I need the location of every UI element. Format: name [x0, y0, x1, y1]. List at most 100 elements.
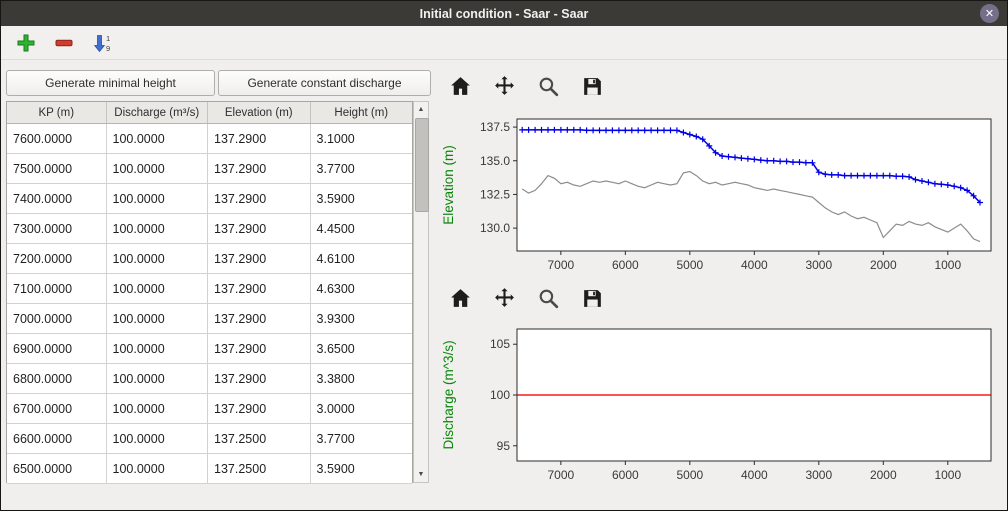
save-button[interactable] [579, 73, 606, 100]
table-row[interactable]: 6700.0000 100.0000 137.2900 3.0000 [7, 394, 413, 424]
table-cell[interactable]: 137.2500 [208, 424, 311, 454]
svg-text:7000: 7000 [548, 468, 575, 482]
home-button[interactable] [447, 285, 474, 312]
table-cell[interactable]: 137.2900 [208, 154, 311, 184]
table-row[interactable]: 7000.0000 100.0000 137.2900 3.9300 [7, 304, 413, 334]
table-cell[interactable]: 100.0000 [106, 424, 209, 454]
table-cell[interactable]: 3.7700 [310, 154, 413, 184]
table-cell[interactable]: 137.2900 [208, 394, 311, 424]
table-row[interactable]: 6800.0000 100.0000 137.2900 3.3800 [7, 364, 413, 394]
generate-minimal-height-button[interactable]: Generate minimal height [6, 70, 215, 96]
table-cell[interactable]: 3.3800 [310, 364, 413, 394]
table-cell[interactable]: 100.0000 [106, 364, 209, 394]
table-row[interactable]: 7400.0000 100.0000 137.2900 3.5900 [7, 184, 413, 214]
table-row[interactable]: 7500.0000 100.0000 137.2900 3.7700 [7, 154, 413, 184]
elevation-chart[interactable]: 7000 6000 5000 4000 3000 2000 1000 130.0 132.5 13… [437, 109, 1008, 286]
table-cell[interactable]: 7600.0000 [7, 124, 107, 154]
table-row[interactable]: 7600.0000 100.0000 137.2900 3.1000 [7, 124, 413, 154]
table-cell[interactable]: 100.0000 [106, 304, 209, 334]
table-cell[interactable]: 3.1000 [310, 124, 413, 154]
close-button[interactable]: ✕ [980, 4, 999, 23]
table-cell[interactable]: 7400.0000 [7, 184, 107, 214]
table-cell[interactable]: 3.6500 [310, 334, 413, 364]
table-cell[interactable]: 100.0000 [106, 244, 209, 274]
table-cell[interactable]: 4.4500 [310, 214, 413, 244]
svg-text:95: 95 [497, 439, 511, 453]
table-cell[interactable]: 7500.0000 [7, 154, 107, 184]
table-cell[interactable]: 3.5900 [310, 184, 413, 214]
svg-text:4000: 4000 [741, 468, 768, 482]
discharge-chart[interactable]: 7000 6000 5000 4000 3000 2000 1000 95 100 105 Disc… [437, 319, 1008, 496]
table-cell[interactable]: 6700.0000 [7, 394, 107, 424]
column-header-elevation: Elevation (m) [208, 102, 311, 123]
plus-icon [17, 34, 35, 51]
table-cell[interactable]: 3.5900 [310, 454, 413, 484]
table-cell[interactable]: 137.2900 [208, 124, 311, 154]
save-button[interactable] [579, 285, 606, 312]
add-row-button[interactable] [15, 32, 37, 54]
table-cell[interactable]: 100.0000 [106, 214, 209, 244]
svg-text:130.0: 130.0 [480, 221, 510, 235]
svg-text:3000: 3000 [805, 258, 832, 272]
table-cell[interactable]: 3.7700 [310, 424, 413, 454]
table-cell[interactable]: 7000.0000 [7, 304, 107, 334]
table-cell[interactable]: 6800.0000 [7, 364, 107, 394]
table-cell[interactable]: 4.6300 [310, 274, 413, 304]
pan-icon [495, 288, 514, 307]
pan-icon [495, 76, 514, 95]
table-row[interactable]: 6900.0000 100.0000 137.2900 3.6500 [7, 334, 413, 364]
initial-condition-table[interactable]: KP (m) Discharge (m³/s) Elevation (m) He… [6, 101, 413, 484]
magnifier-icon [539, 289, 559, 309]
column-header-kp: KP (m) [7, 102, 107, 123]
table-cell[interactable]: 3.0000 [310, 394, 413, 424]
table-cell[interactable]: 137.2900 [208, 244, 311, 274]
table-row[interactable]: 7300.0000 100.0000 137.2900 4.4500 [7, 214, 413, 244]
scrollbar-thumb[interactable] [415, 118, 429, 212]
table-cell[interactable]: 137.2900 [208, 184, 311, 214]
table-cell[interactable]: 6900.0000 [7, 334, 107, 364]
table-cell[interactable]: 7300.0000 [7, 214, 107, 244]
table-cell[interactable]: 100.0000 [106, 154, 209, 184]
svg-text:100: 100 [490, 388, 510, 402]
table-cell[interactable]: 137.2500 [208, 454, 311, 484]
table-cell[interactable]: 3.9300 [310, 304, 413, 334]
home-button[interactable] [447, 73, 474, 100]
table-row[interactable]: 7100.0000 100.0000 137.2900 4.6300 [7, 274, 413, 304]
table-cell[interactable]: 100.0000 [106, 274, 209, 304]
zoom-button[interactable] [535, 73, 562, 100]
table-cell[interactable]: 7100.0000 [7, 274, 107, 304]
table-cell[interactable]: 137.2900 [208, 214, 311, 244]
scroll-up-button[interactable]: ▲ [417, 106, 425, 113]
table-cell[interactable]: 100.0000 [106, 454, 209, 484]
table-cell[interactable]: 137.2900 [208, 274, 311, 304]
remove-row-button[interactable] [53, 32, 75, 54]
table-cell[interactable]: 6600.0000 [7, 424, 107, 454]
sort-icon: 1 9 [93, 34, 110, 53]
table-cell[interactable]: 100.0000 [106, 394, 209, 424]
column-header-height: Height (m) [334, 106, 389, 119]
pan-button[interactable] [491, 73, 518, 100]
table-cell[interactable]: 7200.0000 [7, 244, 107, 274]
table-cell[interactable]: 6500.0000 [7, 454, 107, 484]
table-row[interactable]: 7200.0000 100.0000 137.2900 4.6100 [7, 244, 413, 274]
sort-button[interactable]: 1 9 [91, 32, 113, 54]
table-scrollbar[interactable]: ▲ ▼ [413, 101, 429, 483]
zoom-button[interactable] [535, 285, 562, 312]
minus-icon [55, 39, 73, 46]
svg-text:137.5: 137.5 [480, 120, 510, 134]
generate-constant-discharge-button[interactable]: Generate constant discharge [218, 70, 431, 96]
table-cell[interactable]: 100.0000 [106, 184, 209, 214]
table-cell[interactable]: 100.0000 [106, 124, 209, 154]
pan-button[interactable] [491, 285, 518, 312]
table-cell[interactable]: 137.2900 [208, 334, 311, 364]
table-row[interactable]: 6600.0000 100.0000 137.2500 3.7700 [7, 424, 413, 454]
table-header: KP (m) Discharge (m³/s) Elevation (m) He… [7, 102, 412, 124]
table-cell[interactable]: 100.0000 [106, 334, 209, 364]
scroll-down-button[interactable]: ▼ [417, 471, 425, 478]
svg-text:1: 1 [106, 34, 110, 43]
svg-text:2000: 2000 [870, 258, 897, 272]
table-cell[interactable]: 4.6100 [310, 244, 413, 274]
table-row[interactable]: 6500.0000 100.0000 137.2500 3.5900 [7, 454, 413, 484]
table-cell[interactable]: 137.2900 [208, 304, 311, 334]
table-cell[interactable]: 137.2900 [208, 364, 311, 394]
